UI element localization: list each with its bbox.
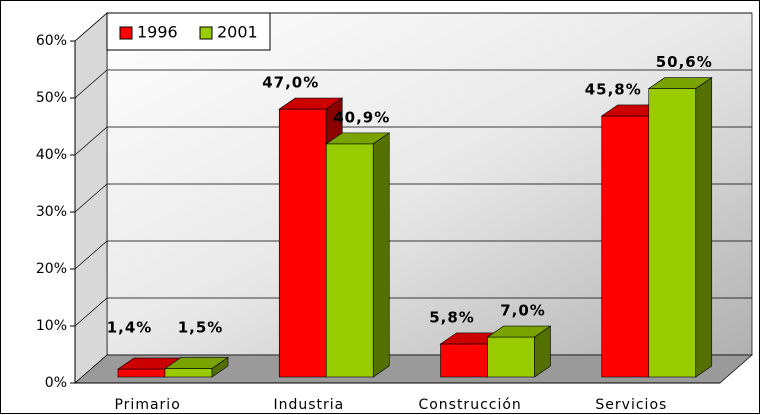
y-tick-label: 30% <box>36 204 67 220</box>
value-label: 40,9% <box>333 108 390 126</box>
grid-line <box>74 240 108 270</box>
bar-front <box>164 368 213 378</box>
legend-label: 1996 <box>137 23 178 42</box>
legend-swatch <box>119 26 133 40</box>
bar-front <box>440 343 488 378</box>
grid-line <box>74 297 108 327</box>
bar-front <box>117 368 166 378</box>
y-tick-label: 0% <box>45 375 67 391</box>
bar-front <box>601 115 650 378</box>
x-tick-label: Construcción <box>418 397 521 413</box>
bar-front <box>325 143 374 378</box>
bar-front <box>487 336 535 378</box>
value-label: 7,0% <box>500 302 546 320</box>
legend-box <box>106 12 271 51</box>
bar-side <box>534 325 551 378</box>
value-label: 47,0% <box>262 74 319 92</box>
legend-swatch <box>199 26 213 40</box>
y-tick-label: 60% <box>36 33 67 49</box>
grid-line <box>74 183 108 213</box>
value-label: 1,4% <box>107 319 153 337</box>
bar-front <box>648 88 697 378</box>
grid-line <box>74 126 108 156</box>
grid-line <box>74 12 108 42</box>
bar-front <box>278 108 327 378</box>
bar-side <box>211 356 229 378</box>
y-tick-label: 50% <box>36 90 67 106</box>
x-tick-label: Servicios <box>595 397 667 413</box>
bar-side <box>372 132 390 378</box>
value-label: 5,8% <box>429 308 475 326</box>
value-label: 45,8% <box>585 80 642 98</box>
y-tick-label: 10% <box>36 318 67 334</box>
x-tick-label: Industria <box>273 397 344 413</box>
bar-side <box>695 77 713 378</box>
y-tick-label: 40% <box>36 147 67 163</box>
value-label: 1,5% <box>178 319 224 337</box>
x-tick-label: Primario <box>114 397 180 413</box>
y-tick-label: 20% <box>36 261 67 277</box>
grid-line <box>74 69 108 99</box>
legend-label: 2001 <box>217 23 258 42</box>
value-label: 50,6% <box>656 53 713 71</box>
